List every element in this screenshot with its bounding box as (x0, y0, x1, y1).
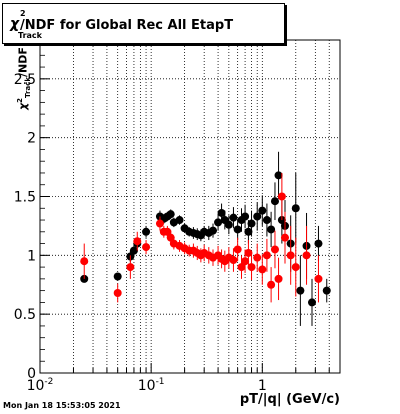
data-point (322, 286, 331, 295)
data-point (270, 245, 279, 254)
x-tick-label: 10-2 (27, 377, 54, 394)
y-tick-label: 0 (27, 366, 36, 382)
x-axis-label: pT/|q| (GeV/c) (239, 392, 340, 407)
data-point (166, 210, 175, 219)
data-point (233, 245, 242, 254)
data-point (253, 253, 262, 262)
data-point (133, 237, 142, 246)
data-point (308, 298, 317, 307)
data-point (253, 212, 262, 221)
data-point (274, 171, 283, 180)
timestamp: Mon Jan 18 15:53:05 2021 (3, 401, 121, 410)
data-point (237, 263, 246, 272)
data-point (286, 251, 295, 260)
y-tick-label: 0.5 (14, 307, 36, 323)
data-point (267, 280, 276, 289)
data-point (142, 243, 151, 252)
y-tick-label: 1.5 (14, 189, 36, 205)
plot-frame (39, 39, 341, 374)
data-point (217, 208, 226, 217)
data-point (113, 272, 122, 281)
chi-symbol: χ (10, 16, 20, 32)
data-point (80, 257, 89, 266)
data-point (241, 212, 250, 221)
data-point (296, 286, 305, 295)
data-point (155, 219, 164, 228)
data-point (262, 251, 271, 260)
data-point (229, 256, 238, 265)
data-point (262, 216, 271, 225)
data-point (241, 257, 250, 266)
data-point (277, 192, 286, 201)
data-point (214, 218, 223, 227)
data-point (314, 239, 323, 248)
data-point (247, 219, 256, 228)
data-point (270, 197, 279, 206)
data-point (208, 226, 217, 235)
data-point (229, 213, 238, 222)
x-tick-label: 10-1 (138, 377, 165, 394)
data-point (224, 220, 233, 229)
data-point (258, 206, 267, 215)
data-point (129, 246, 138, 255)
data-point (126, 263, 135, 272)
data-point (291, 263, 300, 272)
data-point (247, 263, 256, 272)
chart-title-box: χ 2 Track /NDF for Global Rec All EtapT (2, 3, 285, 44)
data-point (280, 233, 289, 242)
data-point (267, 225, 276, 234)
data-point (166, 233, 175, 242)
data-point (258, 265, 267, 274)
data-point (175, 216, 184, 225)
chart-title: /NDF for Global Rec All EtapT (20, 18, 234, 33)
data-point (244, 248, 253, 257)
data-point (113, 288, 122, 297)
y-tick-label: 1 (27, 248, 36, 264)
data-point (244, 227, 253, 236)
y-tick-label: 2.5 (14, 72, 36, 88)
data-point (233, 225, 242, 234)
x-tick-label: 1 (258, 378, 267, 394)
data-point (163, 227, 172, 236)
data-point (274, 274, 283, 283)
data-point (302, 251, 311, 260)
title-subscript: Track (18, 31, 42, 40)
title-superscript: 2 (20, 9, 26, 18)
data-point (291, 204, 300, 213)
y-tick-label: 2 (27, 131, 36, 147)
data-point (314, 274, 323, 283)
data-point (142, 227, 151, 236)
